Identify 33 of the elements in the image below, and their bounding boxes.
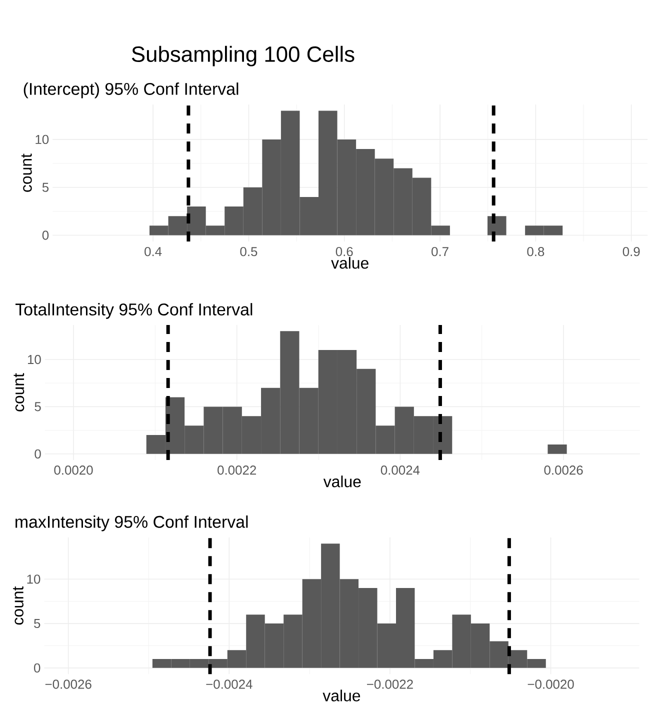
x-tick-label: 0.0024 bbox=[380, 466, 420, 475]
y-tick-label: 10 bbox=[27, 574, 40, 584]
y-tick-label: 10 bbox=[28, 354, 41, 364]
y-axis-title: count bbox=[13, 586, 24, 625]
y-axis-title: count bbox=[14, 373, 24, 412]
y-tick-label: 5 bbox=[42, 182, 49, 192]
x-axis-title: value bbox=[322, 690, 360, 702]
x-tick-label: −0.0020 bbox=[528, 680, 574, 689]
x-tick-label: 0.5 bbox=[240, 247, 258, 256]
x-tick-label: 0.6 bbox=[336, 247, 353, 256]
x-tick-label: 0.9 bbox=[622, 247, 640, 256]
x-tick-label: 0.0022 bbox=[218, 466, 256, 475]
y-tick-label: 5 bbox=[34, 619, 40, 628]
y-tick-label: 5 bbox=[34, 402, 41, 412]
x-axis-title: value bbox=[323, 476, 361, 488]
x-tick-label: 0.0020 bbox=[54, 466, 93, 475]
x-tick-label: 0.7 bbox=[432, 247, 448, 256]
chart-title: Subsampling 100 Cells bbox=[132, 46, 354, 66]
y-axis-title: count bbox=[21, 154, 32, 192]
chart-title: maxIntensity 95% Conf Interval bbox=[16, 515, 248, 532]
x-tick-label: 0.0026 bbox=[544, 466, 583, 475]
y-tick-label: 10 bbox=[36, 134, 49, 144]
x-tick-label: 0.4 bbox=[144, 247, 162, 256]
x-axis-title: value bbox=[331, 257, 368, 269]
chart-title: TotalIntensity 95% Conf Interval bbox=[15, 303, 252, 319]
x-tick-label: 0.8 bbox=[527, 247, 544, 256]
y-tick-label: 0 bbox=[34, 449, 41, 458]
chart-subtitle: (Intercept) 95% Conf Interval bbox=[24, 82, 238, 98]
y-tick-label: 0 bbox=[42, 230, 49, 240]
x-tick-label: −0.0026 bbox=[45, 680, 92, 689]
y-tick-label: 0 bbox=[34, 663, 40, 673]
x-tick-label: −0.0022 bbox=[367, 680, 413, 689]
x-tick-label: −0.0024 bbox=[206, 680, 252, 689]
